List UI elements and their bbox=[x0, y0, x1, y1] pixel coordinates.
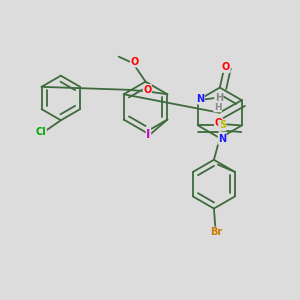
Text: S: S bbox=[219, 121, 226, 130]
Text: Br: Br bbox=[211, 227, 223, 237]
Text: N: N bbox=[196, 94, 204, 104]
Text: O: O bbox=[214, 118, 223, 128]
Text: O: O bbox=[130, 57, 139, 67]
Text: N: N bbox=[218, 134, 226, 144]
Text: H: H bbox=[215, 93, 223, 103]
Text: H: H bbox=[214, 103, 221, 112]
Text: O: O bbox=[222, 62, 230, 72]
Text: O: O bbox=[143, 85, 151, 94]
Text: I: I bbox=[146, 128, 151, 141]
Text: Cl: Cl bbox=[35, 127, 46, 137]
